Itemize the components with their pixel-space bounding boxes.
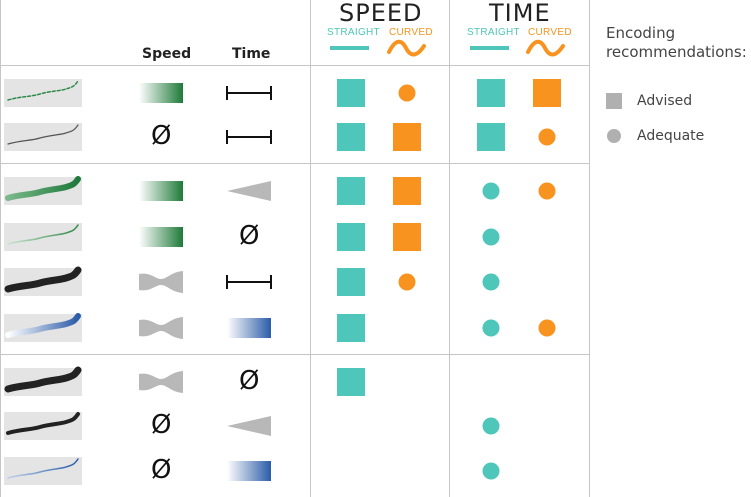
row-4-time-straight-adequate-circle [482, 228, 500, 246]
row-8-time-straight-adequate-circle [482, 417, 500, 435]
row-2-time-straight-advised-square [477, 123, 505, 151]
row-3-speed-curved-advised-square [393, 177, 421, 205]
time-curved-squiggle [526, 39, 565, 57]
trajectory-line-2 [7, 124, 79, 145]
grid-line-left [0, 0, 1, 497]
legend-title-line1: Encoding [606, 24, 676, 42]
row-6-time-straight-adequate-circle [482, 319, 500, 337]
trajectory-line-4 [7, 224, 79, 245]
row-1-speed-gradient-icon [139, 83, 183, 103]
row-4-time-null-icon: Ø [239, 221, 260, 251]
row-1-time-curved-advised-square [533, 79, 561, 107]
row-9-time-gradient-icon [227, 461, 271, 481]
grid-line-group-2 [0, 354, 589, 355]
row-8-time-taper-icon [227, 416, 271, 436]
legend-title-line2: recommendations: [606, 43, 747, 61]
row-7-speed-straight-advised-square [337, 368, 365, 396]
speed-straight-label: STRAIGHT [327, 27, 380, 38]
row-6-speed-straight-advised-square [337, 314, 365, 342]
row-8-speed-null-icon: Ø [151, 410, 172, 440]
trajectory-line-1 [7, 80, 79, 101]
row-4-speed-curved-advised-square [393, 223, 421, 251]
row-7-time-null-icon: Ø [239, 366, 260, 396]
row-5-speed-bowtie-icon [139, 271, 183, 293]
row-7-speed-bowtie-icon [139, 371, 183, 393]
row-2-time-curved-adequate-circle [538, 128, 556, 146]
trajectory-line-9 [7, 458, 79, 479]
row-3-speed-gradient-icon [139, 181, 183, 201]
row-2-time-interval-icon [226, 130, 272, 144]
legend-advised-square-icon [606, 93, 622, 109]
row-3-speed-straight-advised-square [337, 177, 365, 205]
row-1-time-interval-icon [226, 86, 272, 100]
row-3-time-straight-adequate-circle [482, 182, 500, 200]
time-curved-label: CURVED [528, 27, 572, 38]
row-6-speed-bowtie-icon [139, 317, 183, 339]
time-heading: TIME [489, 0, 551, 27]
row-5-time-straight-adequate-circle [482, 273, 500, 291]
trajectory-line-5 [4, 266, 82, 293]
legend-adequate-circle-icon [607, 129, 621, 143]
legend-advised-label: Advised [637, 93, 693, 109]
legend-title: Encoding recommendations: [606, 24, 747, 62]
grid-line-time-right [589, 0, 590, 497]
grid-line-header [0, 65, 589, 66]
row-1-speed-straight-advised-square [337, 79, 365, 107]
speed-straight-line [330, 46, 369, 50]
time-straight-line [470, 46, 509, 50]
legend-adequate-label: Adequate [637, 128, 705, 144]
row-5-speed-curved-adequate-circle [398, 273, 416, 291]
row-1-time-straight-advised-square [477, 79, 505, 107]
trajectory-line-7 [4, 366, 82, 393]
grid-line-group-1 [0, 163, 589, 164]
row-1-speed-curved-adequate-circle [398, 84, 416, 102]
speed-column-header: Speed [142, 46, 192, 62]
row-5-speed-straight-advised-square [337, 268, 365, 296]
grid-line-speed-left [310, 0, 311, 497]
row-4-speed-gradient-icon [139, 227, 183, 247]
row-6-time-gradient-icon [227, 318, 271, 338]
speed-heading: SPEED [339, 0, 423, 27]
row-2-speed-straight-advised-square [337, 123, 365, 151]
row-6-time-curved-adequate-circle [538, 319, 556, 337]
row-3-time-curved-adequate-circle [538, 182, 556, 200]
trajectory-line-6 [5, 313, 81, 338]
row-5-time-interval-icon [226, 275, 272, 289]
trajectory-line-3 [5, 176, 81, 201]
grid-line-time-left [449, 0, 450, 497]
speed-curved-label: CURVED [389, 27, 433, 38]
row-3-time-taper-icon [227, 181, 271, 201]
trajectory-line-8 [6, 412, 80, 435]
time-column-header: Time [232, 46, 271, 62]
time-straight-label: STRAIGHT [467, 27, 520, 38]
row-4-speed-straight-advised-square [337, 223, 365, 251]
row-9-speed-null-icon: Ø [151, 455, 172, 485]
row-2-speed-curved-advised-square [393, 123, 421, 151]
row-9-time-straight-adequate-circle [482, 462, 500, 480]
speed-curved-squiggle [387, 39, 426, 57]
row-2-speed-null-icon: Ø [151, 121, 172, 151]
